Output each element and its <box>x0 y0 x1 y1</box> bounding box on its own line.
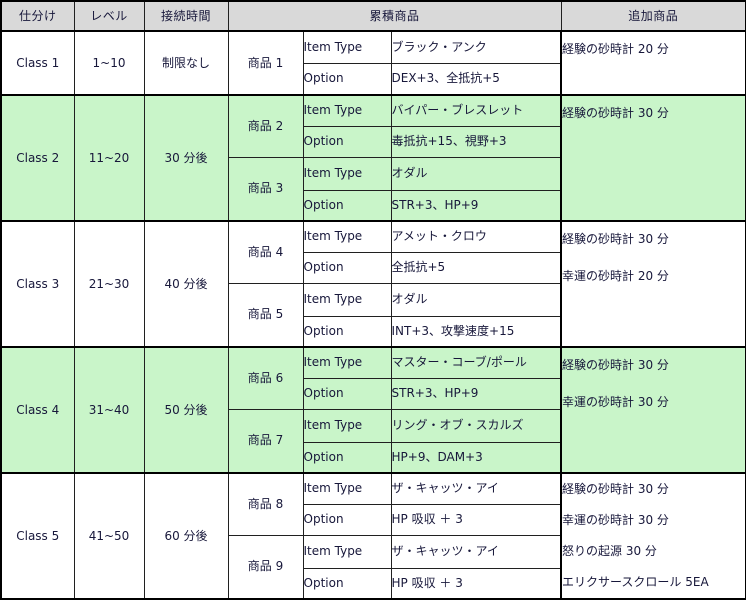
cell-goods-label: 商品 6 <box>228 347 304 410</box>
cell-item-type-value: ザ・キャッツ・アイ <box>391 473 563 505</box>
additional-items-list: 経験の砂時計 30 分 <box>562 96 745 220</box>
cell-item-type-value: リング・オブ・スカルズ <box>391 409 563 443</box>
cell-option-value: 毒抵抗+15、視野+3 <box>391 126 563 158</box>
cell-option-label: Option <box>303 568 392 600</box>
table-header: 仕分け レベル 接続時間 累積商品 追加商品 <box>0 0 746 32</box>
cell-item-type-label: Item Type <box>303 473 392 505</box>
cell-item-type-value: オダル <box>391 157 563 191</box>
cell-item-type-label: Item Type <box>303 535 392 569</box>
additional-items-list: 経験の砂時計 30 分幸運の砂時計 30 分怒りの起源 30 分エリクサースクロ… <box>562 474 745 598</box>
cell-level: 21~30 <box>74 221 145 348</box>
cell-goods-label: 商品 2 <box>228 95 304 158</box>
cell-additional-items: 経験の砂時計 30 分幸運の砂時計 30 分怒りの起源 30 分エリクサースクロ… <box>561 473 746 600</box>
header-cumulative-items: 累積商品 <box>228 0 562 32</box>
cell-class: Class 1 <box>0 31 75 96</box>
header-classification: 仕分け <box>0 0 75 32</box>
cell-connection-time: 制限なし <box>144 31 229 96</box>
table-body: Class 1 1~10 制限なし 商品 1 Item Type ブラック・アンク 経験の砂… <box>0 31 746 600</box>
cell-option-label: Option <box>303 378 392 410</box>
cell-option-value: HP 吸収 ＋ 3 <box>391 504 563 536</box>
cell-item-type-label: Item Type <box>303 31 392 64</box>
header-additional-items: 追加商品 <box>561 0 746 32</box>
cell-option-value: INT+3、攻撃速度+15 <box>391 316 563 348</box>
cell-option-value: STR+3、HP+9 <box>391 378 563 410</box>
cell-goods-label: 商品 9 <box>228 535 304 600</box>
cell-connection-time: 40 分後 <box>144 221 229 348</box>
cell-item-type-value: ザ・キャッツ・アイ <box>391 535 563 569</box>
cell-item-type-value: アメット・クロウ <box>391 221 563 253</box>
cell-goods-label: 商品 1 <box>228 31 304 96</box>
cell-item-type-label: Item Type <box>303 157 392 191</box>
cell-option-label: Option <box>303 504 392 536</box>
cell-item-type-label: Item Type <box>303 409 392 443</box>
table-row: Class 1 1~10 制限なし 商品 1 Item Type ブラック・アンク 経験の砂… <box>0 31 746 96</box>
cell-option-label: Option <box>303 63 392 96</box>
additional-item-line: 幸運の砂時計 20 分 <box>562 269 669 283</box>
cell-class: Class 2 <box>0 95 75 222</box>
cell-goods-label: 商品 8 <box>228 473 304 536</box>
cell-level: 41~50 <box>74 473 145 600</box>
cell-option-value: STR+3、HP+9 <box>391 190 563 222</box>
cell-additional-items: 経験の砂時計 30 分 <box>561 95 746 222</box>
cell-item-type-value: バイパー・ブレスレット <box>391 95 563 127</box>
additional-item-line: 経験の砂時計 30 分 <box>562 482 669 496</box>
cell-item-type-value: マスター・コーブ/ポール <box>391 347 563 379</box>
cell-option-label: Option <box>303 126 392 158</box>
header-row: 仕分け レベル 接続時間 累積商品 追加商品 <box>0 0 746 32</box>
cell-item-type-label: Item Type <box>303 283 392 317</box>
cell-level: 31~40 <box>74 347 145 474</box>
additional-item-line: 幸運の砂時計 30 分 <box>562 513 669 527</box>
additional-item-line: 経験の砂時計 20 分 <box>562 42 669 56</box>
cell-item-type-value: ブラック・アンク <box>391 31 563 64</box>
cell-option-label: Option <box>303 316 392 348</box>
cell-level: 1~10 <box>74 31 145 96</box>
cell-connection-time: 30 分後 <box>144 95 229 222</box>
table-row: Class 5 41~50 60 分後 商品 8 Item Type ザ・キャッツ・アイ経… <box>0 473 746 600</box>
cell-level: 11~20 <box>74 95 145 222</box>
cell-item-type-label: Item Type <box>303 347 392 379</box>
additional-item-line: 経験の砂時計 30 分 <box>562 358 669 372</box>
cell-goods-label: 商品 5 <box>228 283 304 348</box>
cell-option-value: HP 吸収 ＋ 3 <box>391 568 563 600</box>
cell-connection-time: 60 分後 <box>144 473 229 600</box>
cell-goods-label: 商品 7 <box>228 409 304 474</box>
cell-option-value: HP+9、DAM+3 <box>391 442 563 474</box>
additional-items-list: 経験の砂時計 30 分幸運の砂時計 30 分 <box>562 348 745 472</box>
cell-item-type-label: Item Type <box>303 221 392 253</box>
cell-option-value: DEX+3、全抵抗+5 <box>391 63 563 96</box>
cell-option-label: Option <box>303 442 392 474</box>
header-level: レベル <box>74 0 145 32</box>
cell-item-type-value: オダル <box>391 283 563 317</box>
table-row: Class 2 11~20 30 分後 商品 2 Item Type バイパー・ブレスレッ… <box>0 95 746 222</box>
additional-item-line: 経験の砂時計 30 分 <box>562 106 669 120</box>
additional-items-list: 経験の砂時計 20 分 <box>562 32 745 94</box>
cell-option-value: 全抵抗+5 <box>391 252 563 284</box>
additional-items-list: 経験の砂時計 30 分幸運の砂時計 20 分 <box>562 222 745 346</box>
cell-item-type-label: Item Type <box>303 95 392 127</box>
cell-connection-time: 50 分後 <box>144 347 229 474</box>
cell-option-label: Option <box>303 252 392 284</box>
additional-item-line: 怒りの起源 30 分 <box>562 544 657 558</box>
cell-class: Class 4 <box>0 347 75 474</box>
table-row: Class 3 21~30 40 分後 商品 4 Item Type アメット・クロウ 経験… <box>0 221 746 348</box>
cell-option-label: Option <box>303 190 392 222</box>
cell-additional-items: 経験の砂時計 30 分幸運の砂時計 30 分 <box>561 347 746 474</box>
cell-additional-items: 経験の砂時計 20 分 <box>561 31 746 96</box>
table-row: Class 4 31~40 50 分後 商品 6 Item Type マスター・コーブ/ポ… <box>0 347 746 474</box>
cell-additional-items: 経験の砂時計 30 分幸運の砂時計 20 分 <box>561 221 746 348</box>
additional-item-line: 経験の砂時計 30 分 <box>562 232 669 246</box>
cell-goods-label: 商品 4 <box>228 221 304 284</box>
cell-class: Class 3 <box>0 221 75 348</box>
header-connection-time: 接続時間 <box>144 0 229 32</box>
cell-goods-label: 商品 3 <box>228 157 304 222</box>
additional-item-line: 幸運の砂時計 30 分 <box>562 395 669 409</box>
additional-item-line: エリクサースクロール 5EA <box>562 575 709 589</box>
cell-class: Class 5 <box>0 473 75 600</box>
